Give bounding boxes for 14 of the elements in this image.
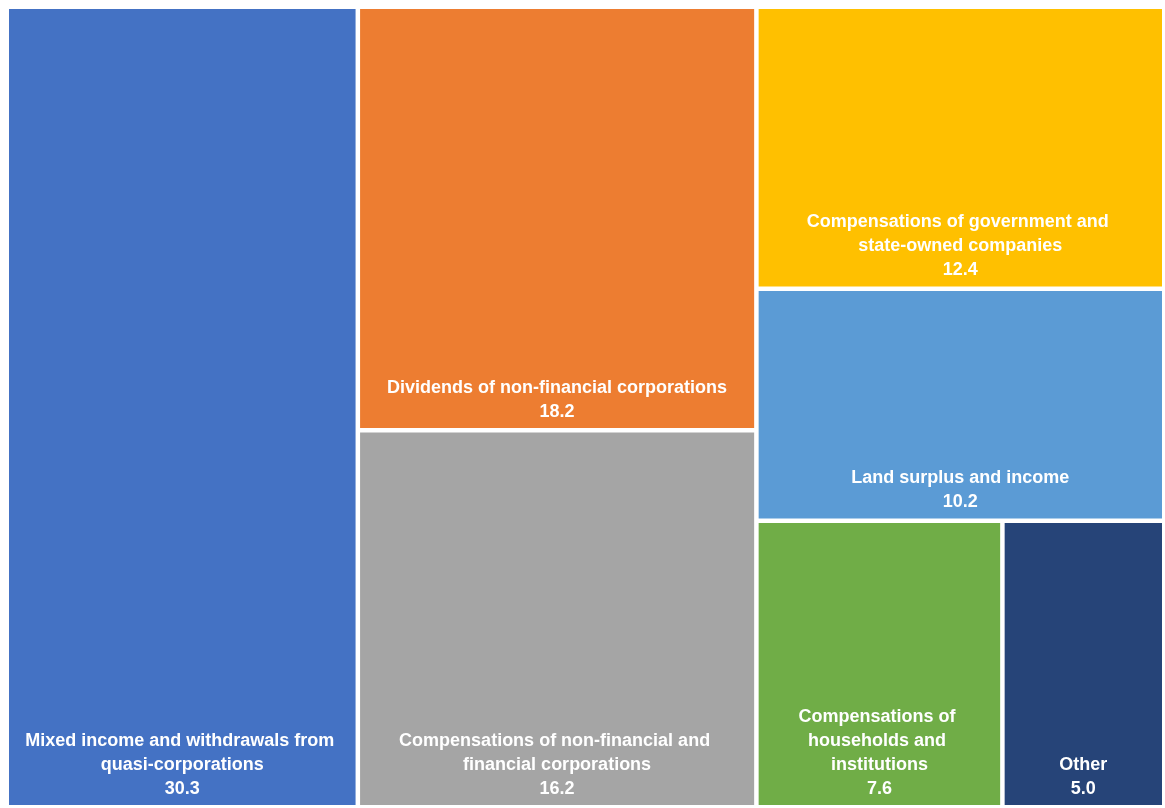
category-label: Dividends of non-financial corporations bbox=[387, 377, 728, 398]
data-label: 12.4 bbox=[942, 259, 978, 280]
category-label: Land surplus and income bbox=[851, 467, 1070, 488]
category-label: Compensations of households and institutions bbox=[798, 706, 961, 774]
data-label: 7.6 bbox=[866, 778, 892, 798]
data-label: 5.0 bbox=[1070, 778, 1096, 798]
data-label: 18.2 bbox=[539, 401, 575, 422]
category-label: Compensations of non-financial and financial corporations bbox=[399, 730, 716, 774]
category-label: Mixed income and withdrawals from quasi-corporations bbox=[25, 730, 340, 774]
data-label: 10.2 bbox=[942, 491, 978, 512]
data-label: 30.3 bbox=[164, 778, 200, 798]
category-label: Compensations of government and state-owned companies bbox=[806, 211, 1114, 256]
data-label: 16.2 bbox=[539, 778, 575, 798]
category-label: Other bbox=[1059, 754, 1108, 774]
